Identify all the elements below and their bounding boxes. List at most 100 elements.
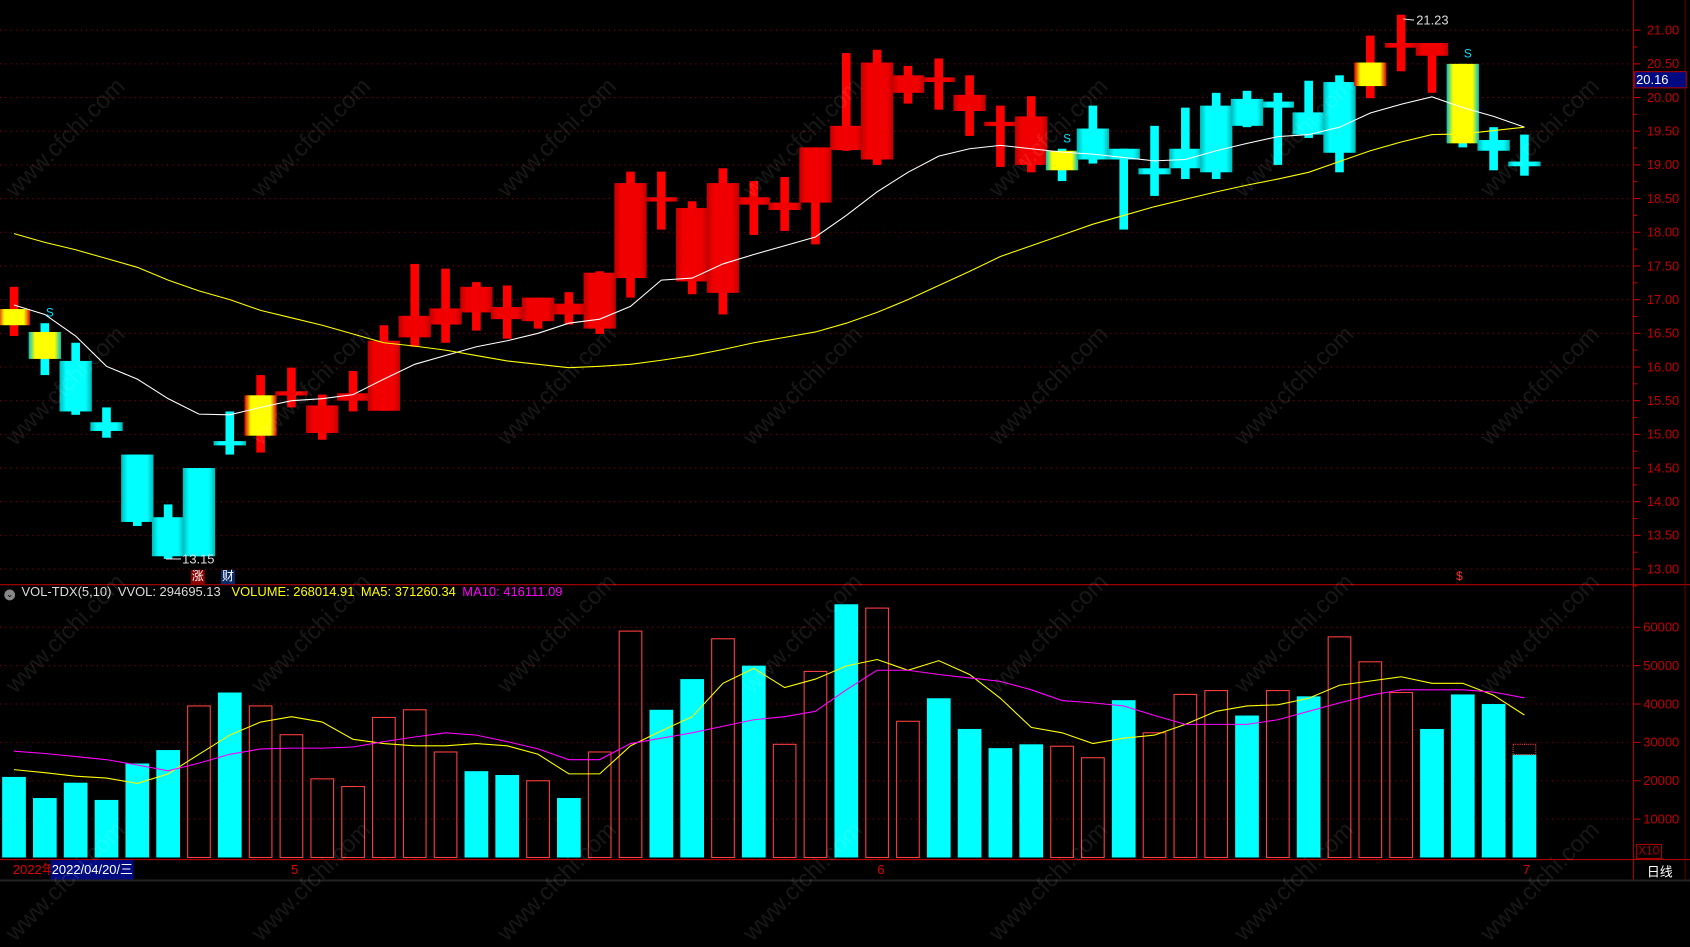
candle-body bbox=[0, 309, 31, 326]
candle-body bbox=[1045, 150, 1079, 171]
volume-bar-down bbox=[1296, 696, 1321, 858]
candle bbox=[645, 171, 678, 230]
volume-bar-up bbox=[1081, 757, 1105, 859]
selected-date: 2022/04/20/三 bbox=[50, 860, 135, 880]
month-label: 6 bbox=[877, 862, 885, 878]
volume-bar-up bbox=[433, 751, 458, 859]
ma10-value: MA10: 416111.09 bbox=[462, 584, 563, 600]
candle bbox=[336, 371, 370, 412]
candle bbox=[460, 282, 493, 331]
volume-bar-down bbox=[32, 798, 57, 858]
candle bbox=[182, 468, 216, 557]
price-tick-label: 20.00 bbox=[1647, 90, 1679, 105]
candle-body bbox=[1415, 42, 1449, 56]
candle-wick bbox=[934, 58, 944, 110]
price-tick-label: 20.50 bbox=[1647, 56, 1679, 71]
volume-bar-down bbox=[464, 771, 489, 858]
volume-bar-up bbox=[310, 778, 335, 859]
candle-wick bbox=[1273, 92, 1283, 165]
volume-bar-up bbox=[1204, 690, 1229, 859]
candle bbox=[1261, 92, 1295, 165]
candle-body bbox=[675, 208, 709, 282]
dollar-marker[interactable]: $ bbox=[1456, 570, 1463, 584]
candle bbox=[1015, 96, 1048, 173]
candle-body bbox=[1354, 62, 1387, 87]
candle bbox=[429, 268, 462, 343]
candle-wick bbox=[1427, 42, 1437, 93]
candle-wick bbox=[996, 105, 1005, 167]
candle-body bbox=[90, 422, 123, 431]
candle-body bbox=[28, 331, 62, 359]
candle-body bbox=[1230, 98, 1264, 126]
candle-wick bbox=[348, 371, 358, 412]
volume-bar-down bbox=[1512, 754, 1537, 858]
volume-bar-estimate bbox=[1512, 743, 1537, 756]
volume-bar-down bbox=[125, 763, 150, 858]
candle-body bbox=[121, 454, 154, 522]
volume-bar-up bbox=[772, 743, 797, 859]
price-tick-label: 14.00 bbox=[1647, 494, 1679, 509]
candle-wick bbox=[225, 411, 235, 455]
volume-bar-down bbox=[217, 692, 242, 858]
volume-bar-up bbox=[1050, 745, 1074, 859]
candle bbox=[1415, 42, 1449, 93]
candle-body bbox=[244, 395, 277, 436]
candlestick-chart[interactable]: 21.00 20.50 20.00 19.50 19.00 18.50 18.00 17.50… bbox=[0, 0, 1690, 882]
candle-wick bbox=[410, 263, 420, 347]
candle bbox=[1169, 107, 1202, 180]
candle-body bbox=[275, 391, 308, 396]
candle-body bbox=[367, 340, 401, 411]
candle-body bbox=[922, 77, 955, 83]
candle: S bbox=[28, 306, 62, 376]
candle-wick bbox=[749, 181, 759, 235]
volume-bar-down bbox=[957, 728, 982, 858]
signal-marker: S bbox=[1063, 131, 1071, 145]
ma-short-line bbox=[13, 96, 1525, 416]
indicator-menu-icon[interactable]: ⌄ bbox=[4, 589, 16, 601]
candle-body bbox=[984, 121, 1017, 127]
candle-body bbox=[1169, 148, 1202, 169]
candle bbox=[552, 292, 586, 325]
volume-tick-label: 40000 bbox=[1643, 696, 1679, 711]
candle-wick bbox=[841, 53, 851, 151]
volume-bar-up bbox=[1142, 732, 1167, 859]
volume-bar-down bbox=[2, 776, 26, 858]
volume-bar-up bbox=[1327, 636, 1352, 859]
price-tick-label: 16.00 bbox=[1647, 359, 1679, 374]
candle-body bbox=[1138, 168, 1171, 175]
volume-bar-down bbox=[988, 748, 1013, 858]
price-tick-label: 19.50 bbox=[1647, 124, 1679, 139]
volume-bar-down bbox=[834, 604, 859, 858]
month-label: 7 bbox=[1522, 862, 1531, 878]
candle bbox=[491, 285, 524, 339]
candle-body bbox=[59, 360, 92, 412]
candle bbox=[1477, 127, 1510, 171]
candle bbox=[860, 49, 894, 165]
candle bbox=[1200, 92, 1233, 180]
volume-ma10-line bbox=[13, 669, 1525, 772]
volume-bar-up bbox=[865, 607, 889, 859]
candle bbox=[0, 286, 31, 337]
price-tick-label: 21.00 bbox=[1647, 22, 1679, 37]
price-tick-label: 19.00 bbox=[1647, 157, 1679, 172]
volume-bar-up bbox=[187, 705, 211, 859]
volume-bar-down bbox=[741, 665, 766, 858]
candle bbox=[830, 53, 863, 151]
finance-badge[interactable]: 财 bbox=[220, 570, 235, 585]
indicator-name[interactable]: VOL-TDX(5,10) bbox=[21, 584, 112, 600]
candle-body bbox=[1292, 112, 1325, 135]
candle bbox=[1508, 134, 1541, 176]
candle-body bbox=[336, 393, 370, 401]
volume-bar-down bbox=[557, 798, 581, 858]
candle-body bbox=[645, 197, 678, 202]
rise-badge[interactable]: 涨 bbox=[190, 570, 205, 585]
candle-body bbox=[398, 315, 431, 338]
candle-body bbox=[830, 125, 863, 151]
volume-tick-label: 30000 bbox=[1643, 735, 1679, 750]
volume-bar-up bbox=[587, 751, 612, 859]
candle-wick bbox=[287, 367, 296, 408]
period-selector[interactable]: 日线 bbox=[1646, 864, 1673, 880]
volume-tick-label: 60000 bbox=[1643, 620, 1679, 635]
ma-long-line bbox=[13, 126, 1525, 369]
candle bbox=[59, 342, 92, 415]
